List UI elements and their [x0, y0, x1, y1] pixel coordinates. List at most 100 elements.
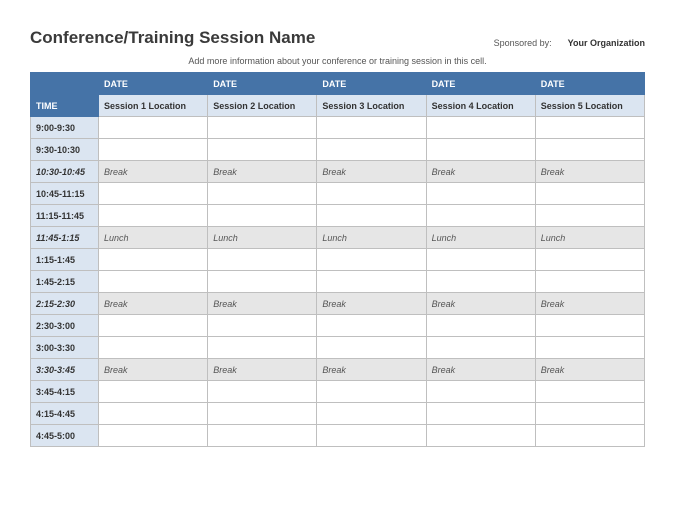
time-cell: 2:15-2:30	[31, 293, 99, 315]
session-cell: Break	[426, 293, 535, 315]
session-cell	[535, 205, 644, 227]
time-cell: 10:45-11:15	[31, 183, 99, 205]
time-cell: 3:45-4:15	[31, 381, 99, 403]
session-cell: Break	[426, 161, 535, 183]
time-cell: 2:30-3:00	[31, 315, 99, 337]
session-cell	[426, 117, 535, 139]
session-cell	[426, 271, 535, 293]
location-header: Session 1 Location	[99, 95, 208, 117]
session-cell	[426, 205, 535, 227]
time-cell: 11:45-1:15	[31, 227, 99, 249]
table-row: 11:45-1:15LunchLunchLunchLunchLunch	[31, 227, 645, 249]
time-header: TIME	[31, 95, 99, 117]
table-row: 1:45-2:15	[31, 271, 645, 293]
location-header: Session 2 Location	[208, 95, 317, 117]
date-header: DATE	[426, 73, 535, 95]
session-cell	[99, 117, 208, 139]
session-cell	[317, 315, 426, 337]
session-cell	[208, 337, 317, 359]
session-cell	[535, 249, 644, 271]
session-cell: Break	[317, 293, 426, 315]
session-cell	[208, 425, 317, 447]
session-cell	[426, 381, 535, 403]
page-title: Conference/Training Session Name	[30, 28, 315, 48]
time-cell: 1:45-2:15	[31, 271, 99, 293]
table-row: 11:15-11:45	[31, 205, 645, 227]
session-cell	[99, 315, 208, 337]
time-cell: 9:00-9:30	[31, 117, 99, 139]
session-cell	[426, 403, 535, 425]
session-cell	[426, 425, 535, 447]
table-row: 10:45-11:15	[31, 183, 645, 205]
table-row: 3:45-4:15	[31, 381, 645, 403]
session-cell: Lunch	[535, 227, 644, 249]
table-row: 9:30-10:30	[31, 139, 645, 161]
date-header: DATE	[208, 73, 317, 95]
date-header: DATE	[535, 73, 644, 95]
session-cell	[99, 183, 208, 205]
session-cell	[535, 139, 644, 161]
session-cell	[535, 381, 644, 403]
table-row: 3:00-3:30	[31, 337, 645, 359]
session-cell	[208, 183, 317, 205]
session-cell	[99, 271, 208, 293]
session-cell	[426, 183, 535, 205]
session-cell: Lunch	[426, 227, 535, 249]
session-cell	[535, 315, 644, 337]
session-cell	[208, 315, 317, 337]
time-cell: 4:15-4:45	[31, 403, 99, 425]
session-cell: Break	[426, 359, 535, 381]
session-cell	[317, 381, 426, 403]
time-cell: 4:45-5:00	[31, 425, 99, 447]
sponsored-by-label: Sponsored by:	[494, 38, 552, 48]
location-header: Session 3 Location	[317, 95, 426, 117]
session-cell	[99, 425, 208, 447]
session-cell	[99, 403, 208, 425]
session-cell	[99, 249, 208, 271]
session-cell	[208, 381, 317, 403]
session-cell	[426, 337, 535, 359]
session-cell: Break	[99, 293, 208, 315]
session-cell	[99, 205, 208, 227]
date-header-row: DATE DATE DATE DATE DATE	[31, 73, 645, 95]
session-cell: Lunch	[317, 227, 426, 249]
session-cell: Break	[317, 359, 426, 381]
session-cell	[317, 249, 426, 271]
session-cell	[535, 117, 644, 139]
session-cell	[99, 381, 208, 403]
session-cell: Break	[535, 293, 644, 315]
session-cell	[317, 403, 426, 425]
session-cell	[426, 249, 535, 271]
session-cell	[317, 271, 426, 293]
session-cell: Break	[208, 293, 317, 315]
table-row: 1:15-1:45	[31, 249, 645, 271]
date-header: DATE	[99, 73, 208, 95]
session-cell	[99, 139, 208, 161]
date-header: DATE	[317, 73, 426, 95]
session-cell	[317, 139, 426, 161]
table-row: 3:30-3:45BreakBreakBreakBreakBreak	[31, 359, 645, 381]
session-cell: Lunch	[99, 227, 208, 249]
session-cell	[208, 249, 317, 271]
table-row: 4:45-5:00	[31, 425, 645, 447]
session-cell: Break	[208, 161, 317, 183]
table-row: 4:15-4:45	[31, 403, 645, 425]
time-cell: 11:15-11:45	[31, 205, 99, 227]
table-row: 2:30-3:00	[31, 315, 645, 337]
session-cell	[208, 205, 317, 227]
session-cell	[208, 403, 317, 425]
session-cell	[535, 425, 644, 447]
time-cell: 3:30-3:45	[31, 359, 99, 381]
session-cell	[535, 403, 644, 425]
session-cell: Break	[99, 161, 208, 183]
location-header-row: TIME Session 1 Location Session 2 Locati…	[31, 95, 645, 117]
session-cell: Lunch	[208, 227, 317, 249]
subtitle: Add more information about your conferen…	[30, 56, 645, 66]
session-cell: Break	[208, 359, 317, 381]
schedule-table: DATE DATE DATE DATE DATE TIME Session 1 …	[30, 72, 645, 447]
session-cell	[317, 117, 426, 139]
session-cell	[317, 205, 426, 227]
session-cell	[317, 183, 426, 205]
sponsor-block: Sponsored by: Your Organization	[494, 38, 645, 48]
time-cell: 9:30-10:30	[31, 139, 99, 161]
